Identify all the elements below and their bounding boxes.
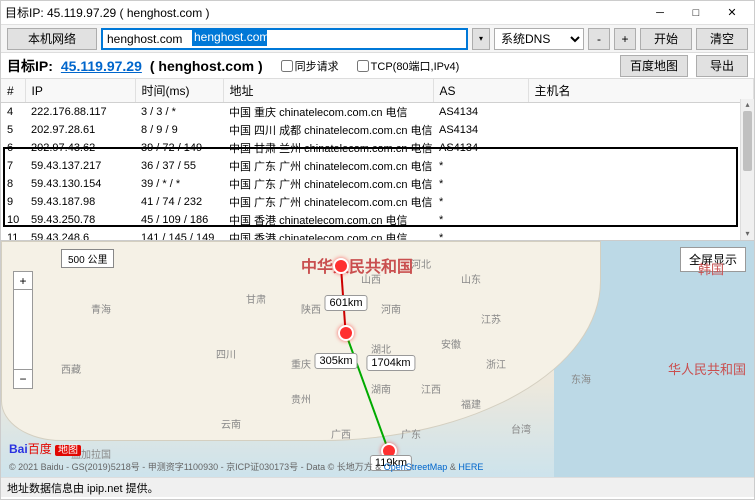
map-marker[interactable] [338, 325, 354, 341]
distance-label: 601km [324, 295, 367, 311]
here-link[interactable]: HERE [458, 462, 483, 472]
tcp-checkbox[interactable]: TCP(80端口,IPv4) [357, 58, 460, 74]
th-host[interactable]: 主机名 [528, 79, 754, 103]
minus-button[interactable]: - [588, 28, 610, 50]
map-zoom-control: + − [13, 271, 33, 389]
export-button[interactable]: 导出 [696, 55, 748, 77]
host-dropdown-icon[interactable]: ▾ [472, 28, 490, 50]
toolbar-target: 目标IP: 45.119.97.29 ( henghost.com ) 同步请求… [1, 53, 754, 79]
table-row[interactable]: 1059.43.250.7845 / 109 / 186中国 香港 chinat… [1, 211, 754, 229]
map-area[interactable]: 500 公里 + − 全屏显示 中华人民共和国 韩国 华人民共和国 青海 四川 … [1, 241, 754, 477]
baidu-map-button[interactable]: 百度地图 [620, 55, 688, 77]
trace-table: # IP 时间(ms) 地址 AS 主机名 4222.176.88.1173 /… [1, 79, 754, 241]
label-china: 中华人民共和国 [301, 253, 413, 277]
maximize-button[interactable]: □ [678, 2, 714, 24]
window-title: 目标IP: 45.119.97.29 ( henghost.com ) [5, 4, 642, 21]
map-marker[interactable] [333, 258, 349, 274]
window-titlebar: 目标IP: 45.119.97.29 ( henghost.com ) ─ □ … [1, 1, 754, 25]
local-network-button[interactable]: 本机网络 [7, 28, 97, 50]
dns-select[interactable]: 系统DNS [494, 28, 584, 50]
th-addr[interactable]: 地址 [223, 79, 433, 103]
label-china2: 华人民共和国 [668, 359, 746, 378]
th-num[interactable]: # [1, 79, 25, 103]
target-host: ( henghost.com ) [150, 58, 263, 74]
baidu-logo: Bai百度 地图 [9, 440, 81, 457]
distance-label: 1704km [366, 355, 415, 371]
distance-label: 305km [314, 353, 357, 369]
status-bar: 地址数据信息由 ipip.net 提供。 [1, 477, 754, 497]
scroll-thumb[interactable] [743, 111, 752, 171]
table-scrollbar[interactable]: ▴ ▾ [740, 99, 754, 240]
table-row[interactable]: 5202.97.28.618 / 9 / 9中国 四川 成都 chinatele… [1, 121, 754, 139]
trace-table-wrap: # IP 时间(ms) 地址 AS 主机名 4222.176.88.1173 /… [1, 79, 754, 241]
table-row[interactable]: 4222.176.88.1173 / 3 / *中国 重庆 chinatelec… [1, 103, 754, 122]
map-scale: 500 公里 [61, 249, 114, 268]
sync-request-checkbox[interactable]: 同步请求 [281, 58, 339, 74]
map-attribution: © 2021 Baidu - GS(2019)5218号 - 甲测资字11009… [9, 460, 483, 473]
minimize-button[interactable]: ─ [642, 2, 678, 24]
label-korea: 韩国 [698, 259, 724, 278]
plus-button[interactable]: + [614, 28, 636, 50]
zoom-slider[interactable] [14, 290, 32, 370]
table-row[interactable]: 6202.97.43.6239 / 72 / 149中国 甘肃 兰州 china… [1, 139, 754, 157]
zoom-out-button[interactable]: − [14, 370, 32, 388]
zoom-in-button[interactable]: + [14, 272, 32, 290]
table-row[interactable]: 959.43.187.9841 / 74 / 232中国 广东 广州 china… [1, 193, 754, 211]
target-label: 目标IP: [7, 56, 53, 76]
th-time[interactable]: 时间(ms) [135, 79, 223, 103]
close-button[interactable]: ✕ [714, 2, 750, 24]
scroll-up-icon[interactable]: ▴ [741, 99, 754, 111]
scroll-down-icon[interactable]: ▾ [741, 228, 754, 240]
start-button[interactable]: 开始 [640, 28, 692, 50]
th-as[interactable]: AS [433, 79, 528, 103]
table-row[interactable]: 1159.43.248.6141 / 145 / 149中国 香港 chinat… [1, 229, 754, 241]
th-ip[interactable]: IP [25, 79, 135, 103]
table-row[interactable]: 759.43.137.21736 / 37 / 55中国 广东 广州 china… [1, 157, 754, 175]
toolbar-main: 本机网络 henghost.com ▾ 系统DNS - + 开始 清空 [1, 25, 754, 53]
osm-link[interactable]: OpenStreetMap [384, 462, 448, 472]
table-row[interactable]: 859.43.130.15439 / * / *中国 广东 广州 chinate… [1, 175, 754, 193]
target-ip-link[interactable]: 45.119.97.29 [61, 58, 142, 74]
host-input[interactable] [101, 28, 468, 50]
clear-button[interactable]: 清空 [696, 28, 748, 50]
